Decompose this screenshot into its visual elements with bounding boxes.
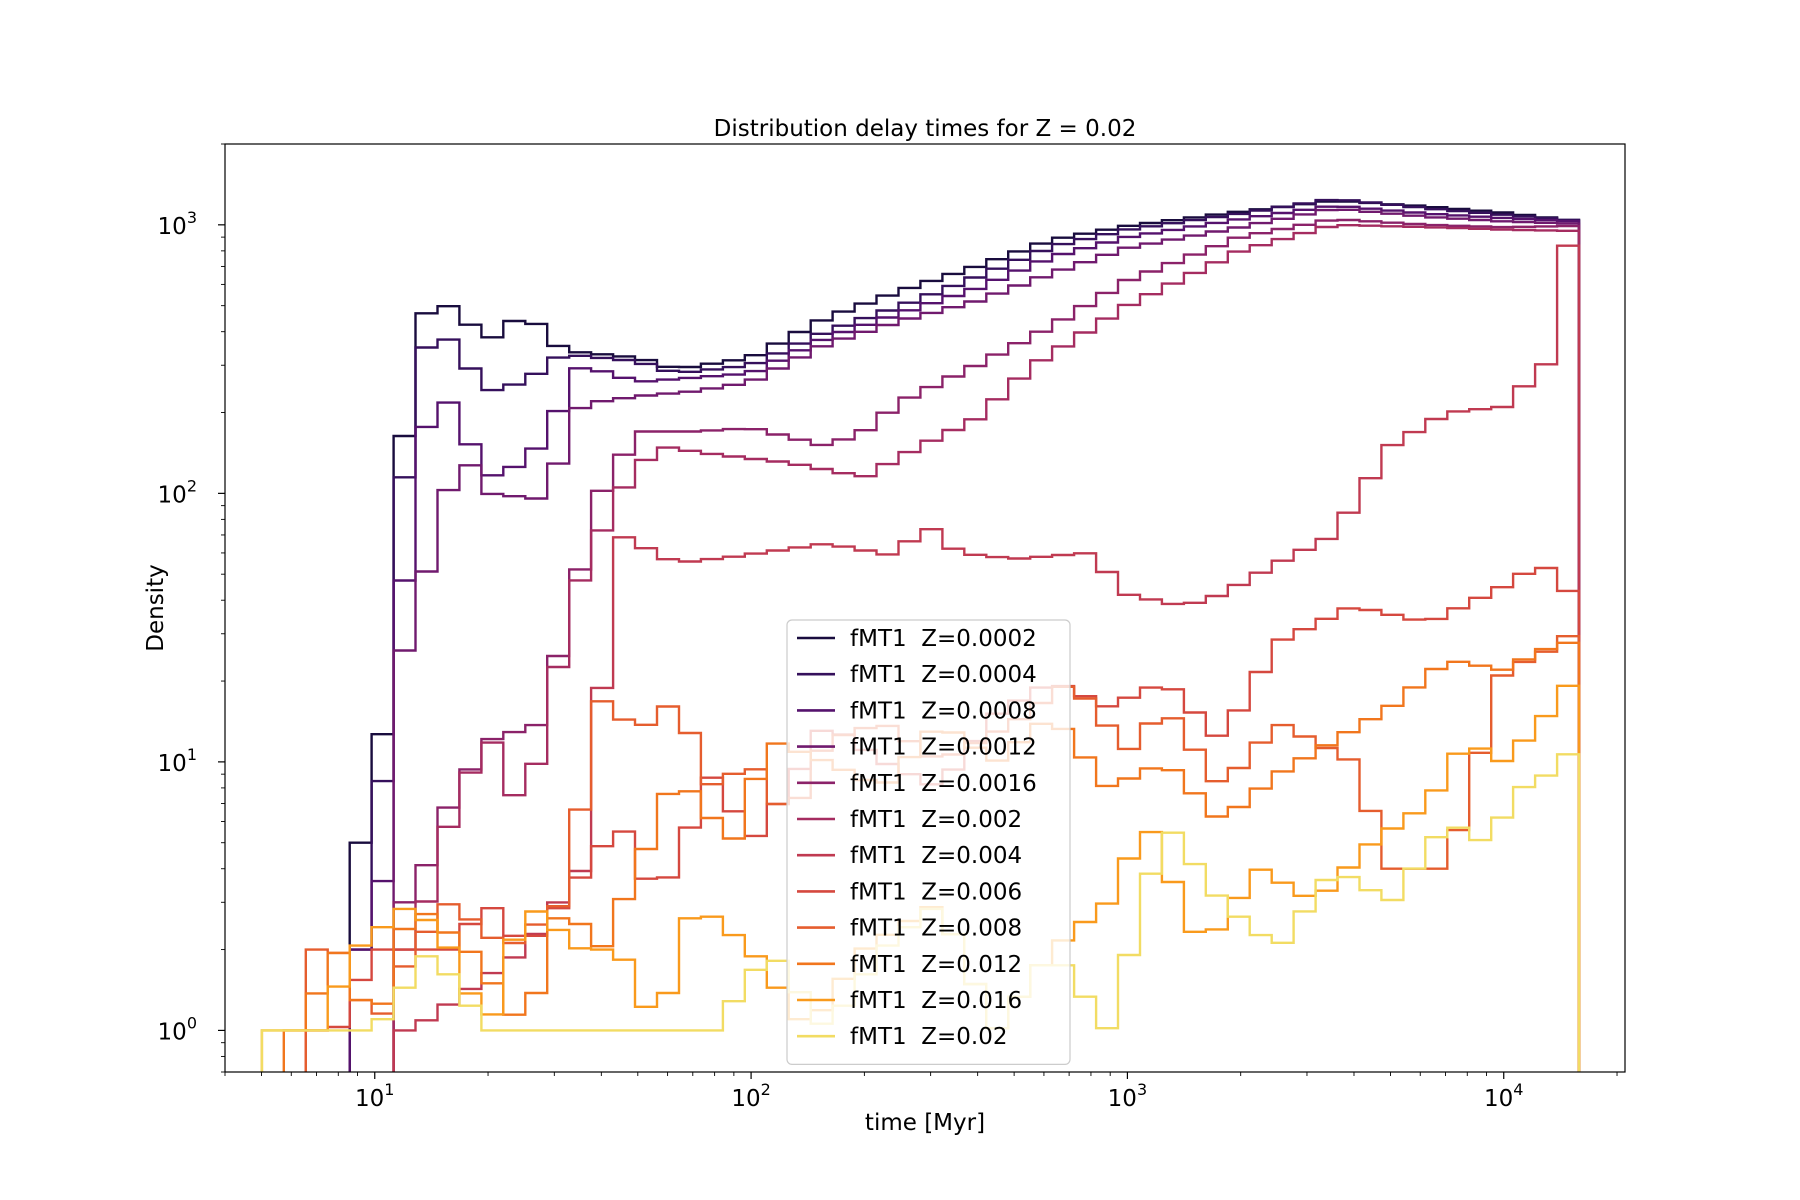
y-tick-label: 102 bbox=[158, 476, 197, 508]
legend-label: fMT1 Z=0.016 bbox=[850, 988, 1022, 1014]
histogram-series-line bbox=[392, 208, 1581, 1072]
legend-label: fMT1 Z=0.0004 bbox=[850, 662, 1037, 688]
x-tick-label: 104 bbox=[1484, 1080, 1523, 1112]
histogram-series-line bbox=[348, 205, 1581, 1072]
y-tick-label: 101 bbox=[158, 745, 197, 777]
legend-label: fMT1 Z=0.0012 bbox=[850, 735, 1037, 761]
x-axis: 101 102 103 104 bbox=[224, 1072, 1618, 1112]
legend-label: fMT1 Z=0.008 bbox=[850, 916, 1022, 942]
chart-title: Distribution delay times for Z = 0.02 bbox=[714, 116, 1137, 142]
histogram-series-line bbox=[392, 218, 1581, 1072]
legend-box bbox=[786, 619, 1071, 1065]
x-tick-label: 101 bbox=[355, 1080, 394, 1112]
legend-label: fMT1 Z=0.0016 bbox=[850, 771, 1037, 797]
x-tick-label: 102 bbox=[731, 1080, 770, 1112]
plot-frame bbox=[224, 143, 1626, 1073]
legend-label: fMT1 Z=0.006 bbox=[850, 879, 1022, 905]
legend: fMT1 Z=0.0002 fMT1 Z=0.0004 fMT1 Z=0.0008 f… bbox=[786, 619, 1071, 1065]
legend-label: fMT1 Z=0.012 bbox=[850, 952, 1022, 978]
legend-label: fMT1 Z=0.004 bbox=[850, 843, 1022, 869]
x-axis-label: time [Myr] bbox=[865, 1110, 985, 1136]
legend-label: fMT1 Z=0.0008 bbox=[850, 698, 1037, 724]
y-axis-label: Density bbox=[143, 564, 169, 651]
y-tick-label: 103 bbox=[158, 208, 197, 240]
x-tick-label: 103 bbox=[1108, 1080, 1147, 1112]
legend-label: fMT1 Z=0.002 bbox=[850, 807, 1022, 833]
y-tick-label: 100 bbox=[158, 1013, 197, 1045]
legend-label: fMT1 Z=0.02 bbox=[850, 1024, 1008, 1050]
legend-label: fMT1 Z=0.0002 bbox=[850, 626, 1037, 652]
histogram-series-line bbox=[392, 244, 1581, 1072]
histogram-series-line bbox=[392, 224, 1581, 1072]
histogram-series-line bbox=[348, 198, 1581, 1072]
y-axis: 100 101 102 103 bbox=[158, 143, 225, 1073]
